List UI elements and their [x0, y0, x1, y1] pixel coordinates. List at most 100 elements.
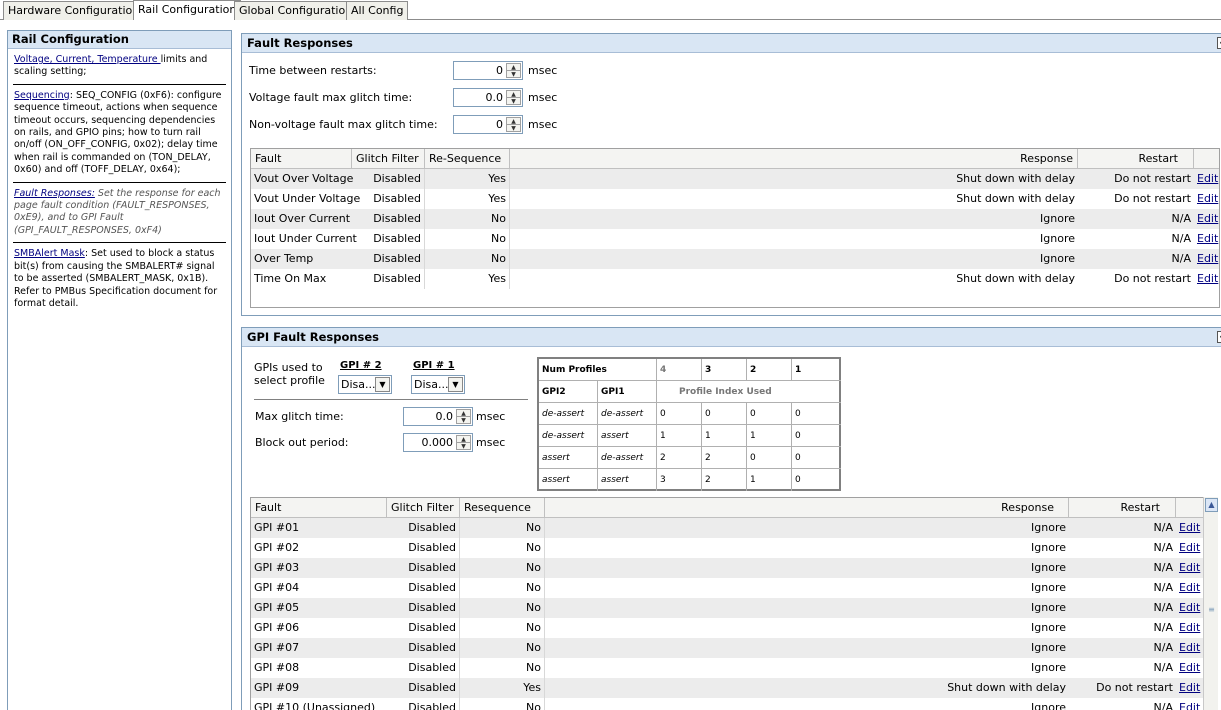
- gpi2-select-value[interactable]: Disa...: [341, 378, 376, 391]
- gpi-fault-responses-checkbox[interactable]: ✓: [1217, 331, 1221, 343]
- col-resequence[interactable]: Re-Sequence: [425, 149, 510, 169]
- time-between-restarts-value[interactable]: 0: [496, 64, 503, 77]
- table-row[interactable]: Over Temp Disabled No Ignore N/A Edit: [251, 249, 1219, 269]
- num-profiles-label: Num Profiles: [539, 359, 657, 381]
- scroll-grip-icon[interactable]: ≡: [1208, 605, 1215, 614]
- spin-up-icon[interactable]: ▲: [507, 91, 520, 98]
- gpi2-label: GPI # 2: [340, 360, 382, 371]
- edit-link[interactable]: Edit: [1197, 192, 1219, 205]
- edit-link[interactable]: Edit: [1179, 681, 1201, 694]
- table-row[interactable]: GPI #10 (Unassigned) Disabled No Ignore N/A E…: [251, 698, 1203, 710]
- tab-rail-configuration[interactable]: Rail Configuration: [133, 0, 242, 20]
- edit-link[interactable]: Edit: [1179, 561, 1201, 574]
- fault-responses-title: Fault Responses ✓: [242, 34, 1221, 53]
- voltage-glitch-unit: msec: [528, 91, 558, 104]
- col-response[interactable]: Response: [545, 498, 1069, 518]
- glitch-filter-cell: Disabled: [387, 538, 460, 558]
- scroll-up-icon[interactable]: ▲: [1205, 498, 1218, 512]
- edit-link[interactable]: Edit: [1197, 252, 1219, 265]
- profile-index-cell: 2: [657, 447, 702, 469]
- edit-link[interactable]: Edit: [1179, 601, 1201, 614]
- table-row[interactable]: GPI #06 Disabled No Ignore N/A Edit: [251, 618, 1203, 638]
- edit-link[interactable]: Edit: [1197, 232, 1219, 245]
- table-row[interactable]: GPI #04 Disabled No Ignore N/A Edit: [251, 578, 1203, 598]
- table-row[interactable]: Time On Max Disabled Yes Shut down with del…: [251, 269, 1219, 289]
- spin-up-icon[interactable]: ▲: [457, 410, 470, 417]
- edit-link[interactable]: Edit: [1179, 701, 1201, 710]
- fault-responses-checkbox[interactable]: ✓: [1217, 37, 1221, 49]
- table-row[interactable]: GPI #07 Disabled No Ignore N/A Edit: [251, 638, 1203, 658]
- edit-link[interactable]: Edit: [1179, 661, 1201, 674]
- edit-link[interactable]: Edit: [1197, 272, 1219, 285]
- tab-hardware-configuration[interactable]: Hardware Configuration: [3, 1, 145, 20]
- gpi-table-scrollbar[interactable]: ▲ ≡: [1203, 497, 1218, 710]
- table-row[interactable]: GPI #05 Disabled No Ignore N/A Edit: [251, 598, 1203, 618]
- spin-up-icon[interactable]: ▲: [507, 64, 520, 71]
- spinner-arrows[interactable]: ▲ ▼: [456, 435, 471, 450]
- spinner-arrows[interactable]: ▲ ▼: [456, 409, 471, 424]
- nonvoltage-glitch-spinner[interactable]: 0 ▲ ▼: [453, 115, 523, 134]
- spin-down-icon[interactable]: ▼: [511, 125, 516, 132]
- edit-link[interactable]: Edit: [1179, 521, 1201, 534]
- spin-up-icon[interactable]: ▲: [507, 118, 520, 125]
- col-restart[interactable]: Restart: [1069, 498, 1176, 518]
- edit-link[interactable]: Edit: [1179, 641, 1201, 654]
- table-row[interactable]: Vout Under Voltage Disabled Yes Shut down w…: [251, 189, 1219, 209]
- glitch-filter-cell: Disabled: [387, 658, 460, 678]
- nonvoltage-glitch-value[interactable]: 0: [496, 118, 503, 131]
- spinner-arrows[interactable]: ▲ ▼: [506, 90, 521, 105]
- max-glitch-value[interactable]: 0.0: [435, 410, 454, 423]
- fault-name-cell: Vout Under Voltage: [254, 192, 361, 205]
- max-glitch-spinner[interactable]: 0.0 ▲ ▼: [403, 407, 473, 426]
- table-row[interactable]: Iout Under Current Disabled No Ignore N/A Edi…: [251, 229, 1219, 249]
- spinner-arrows[interactable]: ▲ ▼: [506, 117, 521, 132]
- table-row[interactable]: GPI #03 Disabled No Ignore N/A Edit: [251, 558, 1203, 578]
- edit-link[interactable]: Edit: [1179, 541, 1201, 554]
- edit-link[interactable]: Edit: [1179, 581, 1201, 594]
- table-row[interactable]: Iout Over Current Disabled No Ignore N/A Edit: [251, 209, 1219, 229]
- col-glitch-filter[interactable]: Glitch Filter: [387, 498, 460, 518]
- col-resequence[interactable]: Resequence: [460, 498, 545, 518]
- edit-link[interactable]: Edit: [1179, 621, 1201, 634]
- col-fault[interactable]: Fault: [251, 149, 352, 169]
- table-row[interactable]: Vout Over Voltage Disabled Yes Shut down wi…: [251, 169, 1219, 189]
- edit-link[interactable]: Edit: [1197, 212, 1219, 225]
- gpi2-select[interactable]: Disa... ▼: [338, 375, 392, 394]
- smbalert-mask-link[interactable]: SMBAlert Mask: [14, 248, 85, 260]
- col-fault[interactable]: Fault: [251, 498, 387, 518]
- table-row[interactable]: GPI #08 Disabled No Ignore N/A Edit: [251, 658, 1203, 678]
- tab-global-configuration[interactable]: Global Configuration: [234, 1, 358, 20]
- table-row[interactable]: GPI #09 Disabled Yes Shut down with delay Do…: [251, 678, 1203, 698]
- voltage-glitch-spinner[interactable]: 0.0 ▲ ▼: [453, 88, 523, 107]
- spin-down-icon[interactable]: ▼: [511, 98, 516, 105]
- block-out-value[interactable]: 0.000: [421, 436, 454, 449]
- col-restart[interactable]: Restart: [1078, 149, 1194, 169]
- glitch-filter-cell: Disabled: [352, 169, 425, 189]
- voltage-glitch-value[interactable]: 0.0: [485, 91, 504, 104]
- response-cell: Ignore: [1031, 641, 1066, 654]
- col-glitch-filter[interactable]: Glitch Filter: [352, 149, 425, 169]
- gpi1-select-value[interactable]: Disa...: [414, 378, 449, 391]
- chevron-down-icon[interactable]: ▼: [375, 377, 390, 392]
- table-row[interactable]: GPI #01 Disabled No Ignore N/A Edit: [251, 518, 1203, 538]
- response-cell: Ignore: [1040, 232, 1075, 245]
- edit-link[interactable]: Edit: [1197, 172, 1219, 185]
- gpi1-select[interactable]: Disa... ▼: [411, 375, 465, 394]
- spinner-arrows[interactable]: ▲ ▼: [506, 63, 521, 78]
- spin-down-icon[interactable]: ▼: [461, 417, 466, 424]
- block-out-spinner[interactable]: 0.000 ▲ ▼: [403, 433, 473, 452]
- table-row[interactable]: GPI #02 Disabled No Ignore N/A Edit: [251, 538, 1203, 558]
- spin-up-icon[interactable]: ▲: [457, 436, 470, 443]
- spin-down-icon[interactable]: ▼: [461, 443, 466, 450]
- tab-all-config[interactable]: All Config: [346, 1, 409, 20]
- resequence-cell: Yes: [460, 678, 545, 698]
- sequencing-link[interactable]: Sequencing: [14, 89, 70, 101]
- spin-down-icon[interactable]: ▼: [511, 71, 516, 78]
- limits-link[interactable]: Voltage, Current, Temperature: [14, 54, 161, 65]
- profile-index-cell: 2: [702, 447, 747, 469]
- col-response[interactable]: Response: [510, 149, 1078, 169]
- fault-responses-link[interactable]: Fault Responses:: [14, 187, 95, 199]
- chevron-down-icon[interactable]: ▼: [448, 377, 463, 392]
- time-between-restarts-spinner[interactable]: 0 ▲ ▼: [453, 61, 523, 80]
- response-cell: Ignore: [1031, 581, 1066, 594]
